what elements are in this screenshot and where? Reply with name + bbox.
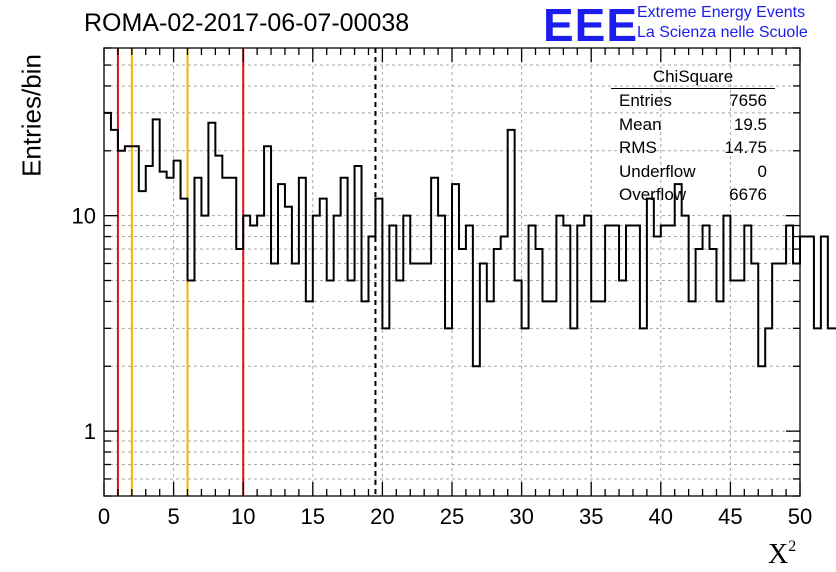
stats-title: ChiSquare [611,67,775,89]
stats-label: RMS [619,138,657,157]
eee-logo: EEE [543,0,639,51]
axis-ticks [103,47,801,497]
histogram [104,111,836,368]
stats-label: Entries [619,91,672,110]
stats-row-mean: Mean 19.5 [611,113,775,137]
x-axis-label-superscript: 2 [788,538,797,555]
x-tick-label: 5 [167,504,179,529]
stats-row-rms: RMS 14.75 [611,136,775,160]
y-axis-label: Entries/bin [16,54,47,177]
chart-title: ROMA-02-2017-06-07-00038 [84,9,410,37]
stats-label: Mean [619,114,662,134]
stats-value: 14.75 [724,138,767,157]
stats-row-underflow: Underflow 0 [611,160,775,184]
stats-row-entries: Entries 7656 [611,89,775,113]
x-tick-label: 50 [788,504,812,529]
tick-labels: 0 5 10 15 20 25 30 35 40 45 50 1 10 [72,204,813,529]
logo-line-2: La Scienza nelle Scuole [637,24,808,41]
histogram-outline [104,111,836,368]
logo-line-1: Extreme Energy Events [637,4,806,21]
x-tick-label: 40 [649,504,673,529]
x-tick-label: 10 [231,504,255,529]
stats-box: ChiSquare Entries 7656 Mean 19.5 RMS 14.75 … [611,67,775,207]
x-axis-label-text: X [768,539,789,570]
x-tick-label: 25 [440,504,464,529]
x-tick-label: 0 [98,504,110,529]
stats-label: Underflow [619,161,696,181]
x-tick-label: 15 [301,504,325,529]
stats-row-overflow: Overflow 6676 [611,183,775,207]
x-tick-label: 45 [718,504,742,529]
stats-value: 0 [757,161,767,181]
y-tick-label: 1 [84,419,96,444]
x-tick-label: 35 [579,504,603,529]
x-tick-label: 30 [509,504,533,529]
stats-value: 6676 [729,185,767,204]
stats-value: 19.5 [733,114,767,134]
marker-lines [116,48,377,496]
x-tick-label: 20 [370,504,394,529]
stats-label: Overflow [619,185,687,204]
y-tick-label: 10 [72,204,96,229]
stats-value: 7656 [729,91,767,110]
x-axis-label: X2 [768,538,796,571]
